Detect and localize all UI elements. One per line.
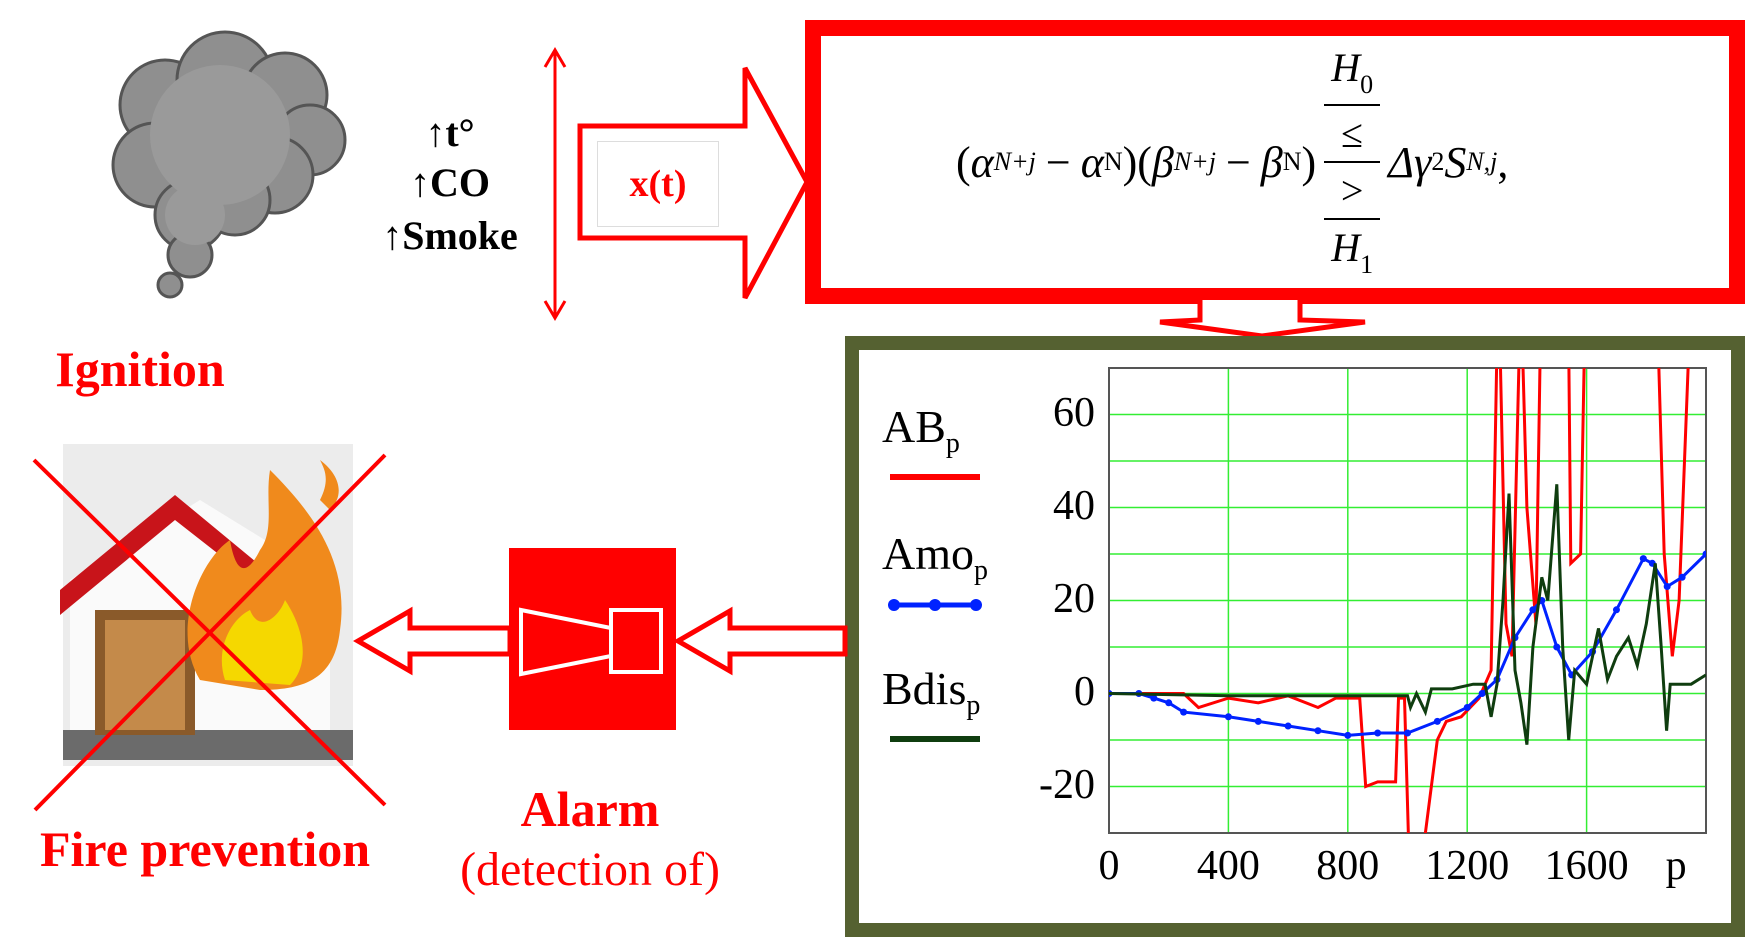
series-amo-marker xyxy=(1529,606,1537,614)
series-amo-marker xyxy=(1612,606,1620,614)
series-amo-marker xyxy=(1639,555,1647,563)
loudspeaker-icon xyxy=(519,607,663,677)
x-tick-label: 0 xyxy=(1098,843,1120,889)
series-amo-marker xyxy=(1478,690,1486,697)
double-arrow-icon xyxy=(543,47,567,321)
x-tick-label: 1200 xyxy=(1425,843,1510,889)
series-amo-marker xyxy=(1404,729,1411,737)
hollow-arrow-left-icon xyxy=(672,606,848,676)
legend-amo-swatch xyxy=(888,599,982,611)
legend-ab-swatch xyxy=(890,474,980,480)
y-tick-label: 40 xyxy=(1053,482,1095,529)
ignition-label: Ignition xyxy=(55,341,225,397)
decision-rule-box: (α N+j − α N)( β N+j − β N) H0 ≤ > H1 Δγ 2 S N,… xyxy=(805,20,1745,304)
series-amo-marker xyxy=(1433,717,1441,725)
series-amo-marker xyxy=(1678,573,1686,581)
x-tick-label: 800 xyxy=(1316,843,1380,889)
y-tick-label: 20 xyxy=(1053,575,1095,622)
y-tick-label: -20 xyxy=(1039,761,1095,808)
legend-ab: ABp xyxy=(882,401,960,460)
series-bdis-line xyxy=(1109,484,1706,745)
series-amo-marker xyxy=(1165,699,1173,707)
series-amo-marker xyxy=(1180,708,1188,716)
x-tick-label: 400 xyxy=(1196,843,1260,889)
series-amo-marker xyxy=(1254,717,1262,725)
series-amo-marker xyxy=(1224,713,1232,721)
alarm-subtitle: (detection of) xyxy=(460,843,720,896)
legend-amo: Amop xyxy=(882,528,988,587)
series-amo-marker xyxy=(1553,643,1561,651)
legend-bdis: Bdisp xyxy=(882,663,981,722)
chart-panel xyxy=(845,336,1745,937)
y-tick-label: 0 xyxy=(1074,668,1095,715)
hollow-arrow-left-icon-2 xyxy=(352,606,513,676)
co-rise-label: ↑CO xyxy=(410,160,490,205)
decision-rule-formula: (α N+j − α N)( β N+j − β N) H0 ≤ > H1 Δγ 2 S N,… xyxy=(956,45,1509,279)
series-amo-marker xyxy=(1314,727,1322,735)
signal-label: x(t) xyxy=(629,163,687,205)
series-amo-marker xyxy=(1284,722,1292,730)
legend-bdis-swatch xyxy=(890,736,980,742)
x-tick-label: 1600 xyxy=(1544,843,1629,889)
x-axis-label: p xyxy=(1665,843,1687,889)
alarm-box xyxy=(509,548,676,730)
alarm-title: Alarm xyxy=(520,781,660,837)
series-amo-marker xyxy=(1663,583,1671,591)
y-tick-label: 60 xyxy=(1053,389,1095,436)
series-amo-line xyxy=(1109,552,1706,737)
series-amo-marker xyxy=(1150,694,1158,702)
series-amo-marker xyxy=(1463,703,1471,711)
smoke-cloud-icon xyxy=(111,30,347,299)
smoke-rise-label: ↑Smoke xyxy=(382,213,518,258)
series-amo-marker xyxy=(1374,729,1382,737)
temperature-rise-label: ↑t° xyxy=(425,110,475,155)
house-fire-crossed-icon xyxy=(32,444,387,812)
fire-prevention-label: Fire prevention xyxy=(39,821,371,877)
series-amo-marker xyxy=(1702,550,1706,558)
series-amo-marker xyxy=(1344,731,1352,739)
